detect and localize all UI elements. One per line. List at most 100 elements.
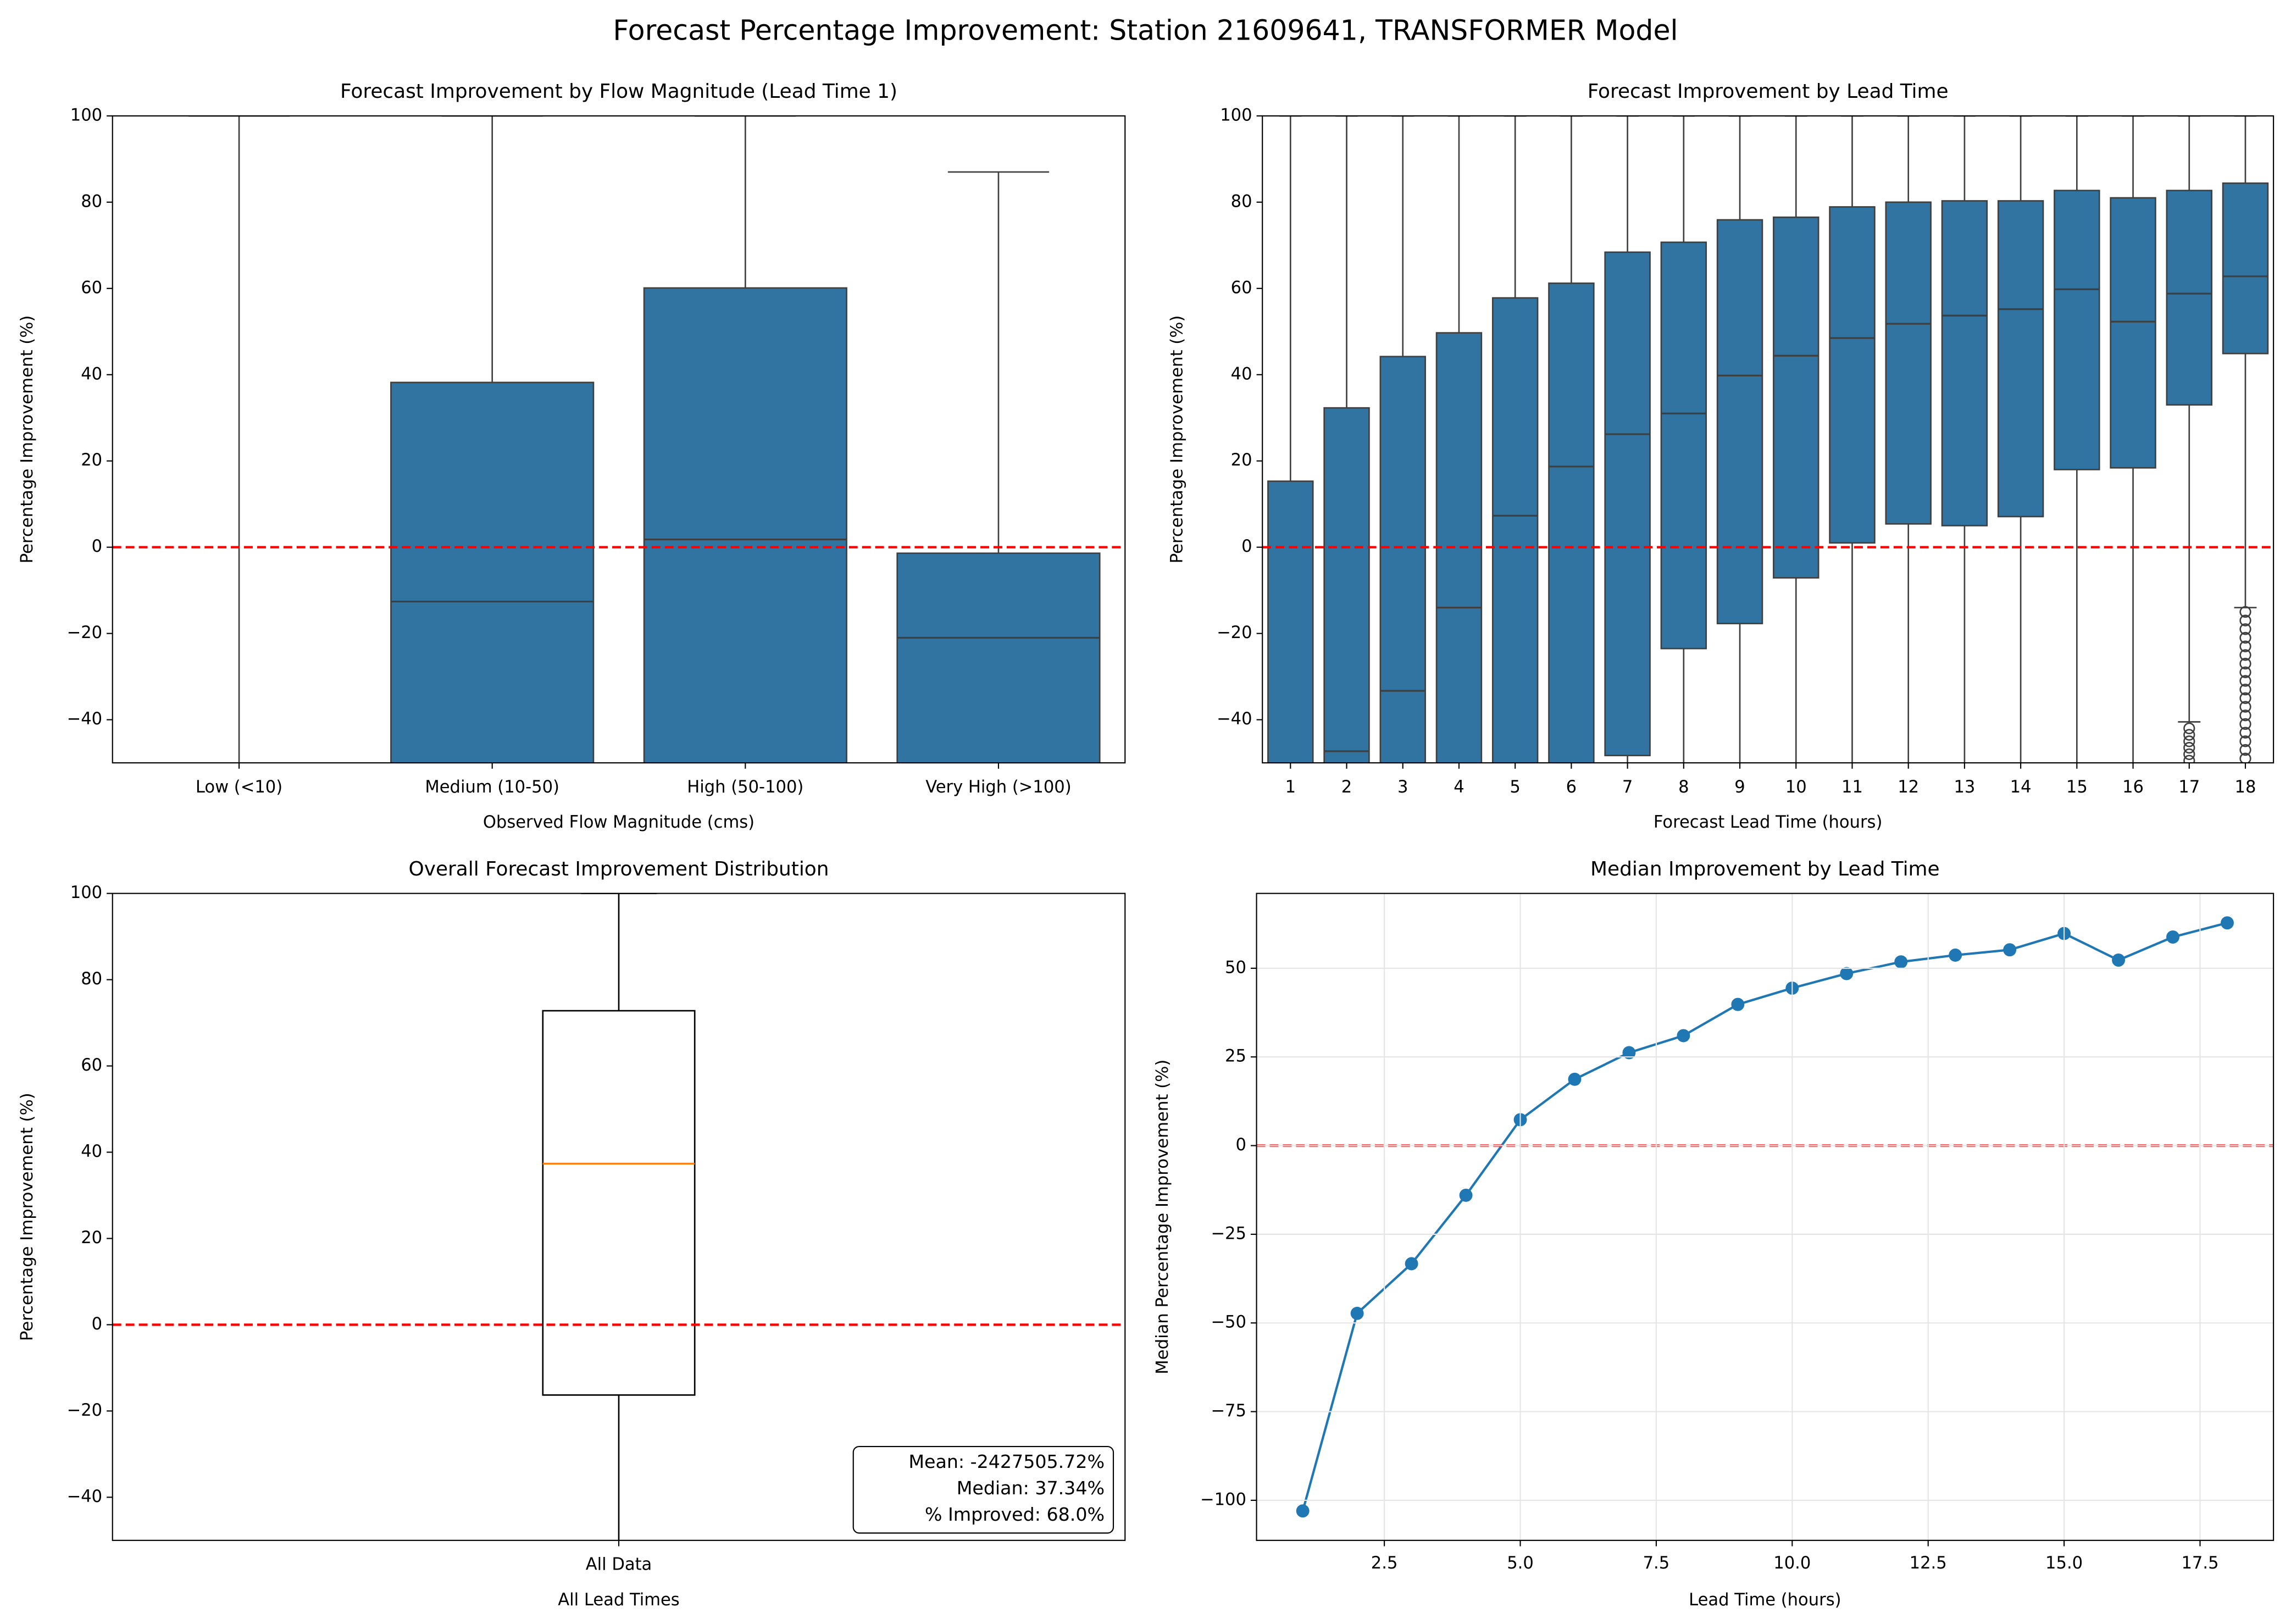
x-tick-label: 5.0: [1507, 1554, 1534, 1573]
outlier: [2183, 741, 2195, 754]
x-tick-label: Very High (>100): [925, 778, 1071, 797]
box: [1773, 216, 1820, 579]
box: [1997, 200, 2044, 518]
x-tick-label: 2.5: [1371, 1554, 1398, 1573]
point: [2003, 943, 2017, 957]
x-tick-label: High (50-100): [687, 778, 803, 797]
outlier: [2239, 614, 2251, 627]
line: [1301, 922, 2228, 1511]
box: [390, 381, 595, 763]
box: [1379, 356, 1426, 763]
stats-box: [852, 1445, 1114, 1534]
box: [896, 552, 1101, 763]
outlier: [2183, 748, 2195, 761]
box: [1829, 206, 1876, 544]
outlier: [2183, 735, 2195, 747]
x-tick-label: 18: [2235, 778, 2256, 797]
x-tick-label: 5: [1510, 778, 1520, 797]
y-tick-label: 100: [1220, 106, 1252, 125]
point: [1840, 967, 1854, 980]
y-tick-label: 50: [1225, 958, 1246, 977]
axes-frame: [112, 115, 1126, 764]
outlier: [2239, 657, 2251, 670]
box: [1267, 480, 1314, 763]
outlier: [2239, 683, 2251, 696]
y-tick-label: 0: [92, 1315, 102, 1334]
point: [2112, 953, 2126, 967]
outlier: [2183, 729, 2195, 741]
x-tick-label: 7.5: [1643, 1554, 1670, 1573]
y-tick-label: 80: [1231, 192, 1252, 211]
outlier: [2239, 735, 2251, 747]
x-tick-label: 10: [1785, 778, 1807, 797]
box: [542, 1010, 696, 1396]
box: [2110, 197, 2156, 469]
x-tick-label: 17.5: [2181, 1554, 2218, 1573]
x-tick-label: 7: [1622, 778, 1633, 797]
y-tick-label: −40: [67, 710, 103, 729]
axes-frame: [1256, 893, 2275, 1541]
outlier: [2239, 727, 2251, 739]
y-tick-label: 20: [81, 1228, 102, 1248]
plot-area: [1256, 916, 2274, 1518]
box: [2054, 190, 2100, 470]
y-tick-label: 40: [1231, 364, 1252, 384]
outlier: [2239, 666, 2251, 678]
outlier: [2183, 722, 2195, 734]
plot-area: [112, 893, 1125, 1540]
point: [1949, 948, 1962, 962]
plot-area: [112, 115, 1125, 979]
y-tick-label: 80: [81, 192, 102, 211]
x-tick-label: Medium (10-50): [425, 778, 559, 797]
x-tick-label: 6: [1566, 778, 1577, 797]
outlier: [2239, 631, 2251, 644]
y-tick-label: −75: [1211, 1401, 1246, 1421]
y-tick-label: 0: [92, 537, 102, 556]
y-tick-label: −20: [67, 1401, 103, 1420]
x-tick-label: All Data: [586, 1555, 652, 1575]
y-axis-label: Percentage Improvement (%): [1168, 315, 1187, 564]
outlier: [2239, 752, 2251, 763]
point: [1894, 955, 1908, 969]
x-tick-label: 12.5: [1910, 1554, 1947, 1573]
stats-text: % Improved: 68.0%: [925, 1504, 1105, 1525]
box: [1604, 251, 1651, 757]
figure-title: Forecast Percentage Improvement: Station…: [613, 14, 1678, 46]
y-tick-label: 0: [1241, 537, 1252, 556]
outlier: [2239, 744, 2251, 756]
point: [1459, 1188, 1473, 1202]
chart-title: Forecast Improvement by Lead Time: [1588, 80, 1949, 103]
x-tick-label: 1: [1285, 778, 1296, 797]
chart-title: Overall Forecast Improvement Distributio…: [409, 858, 829, 880]
y-tick-label: −100: [1200, 1490, 1246, 1509]
x-tick-label: 15.0: [2045, 1554, 2083, 1573]
point: [1296, 1504, 1310, 1518]
y-axis-label: Percentage Improvement (%): [18, 1093, 37, 1341]
box: [1716, 219, 1763, 624]
box: [1435, 332, 1483, 763]
y-tick-label: 60: [1231, 278, 1252, 297]
point: [2166, 930, 2179, 944]
x-tick-label: 15: [2066, 778, 2088, 797]
point: [2221, 916, 2234, 930]
x-axis-label: Observed Flow Magnitude (cms): [483, 813, 755, 832]
box: [138, 806, 341, 979]
plot-area: [1262, 115, 2274, 763]
x-axis-label: All Lead Times: [558, 1590, 679, 1610]
x-tick-label: 11: [1841, 778, 1863, 797]
box: [643, 287, 847, 763]
point: [1731, 997, 1745, 1011]
x-tick-label: 13: [1954, 778, 1975, 797]
x-tick-label: 16: [2122, 778, 2144, 797]
y-axis-label: Median Percentage Improvement (%): [1153, 1060, 1172, 1374]
axes-frame: [112, 893, 1126, 1541]
point: [1622, 1046, 1636, 1060]
outlier: [2239, 718, 2251, 730]
y-tick-label: −40: [67, 1487, 103, 1506]
y-axis-label: Percentage Improvement (%): [18, 315, 37, 564]
outlier: [2239, 606, 2251, 618]
outlier: [2239, 649, 2251, 661]
box: [2166, 190, 2212, 406]
